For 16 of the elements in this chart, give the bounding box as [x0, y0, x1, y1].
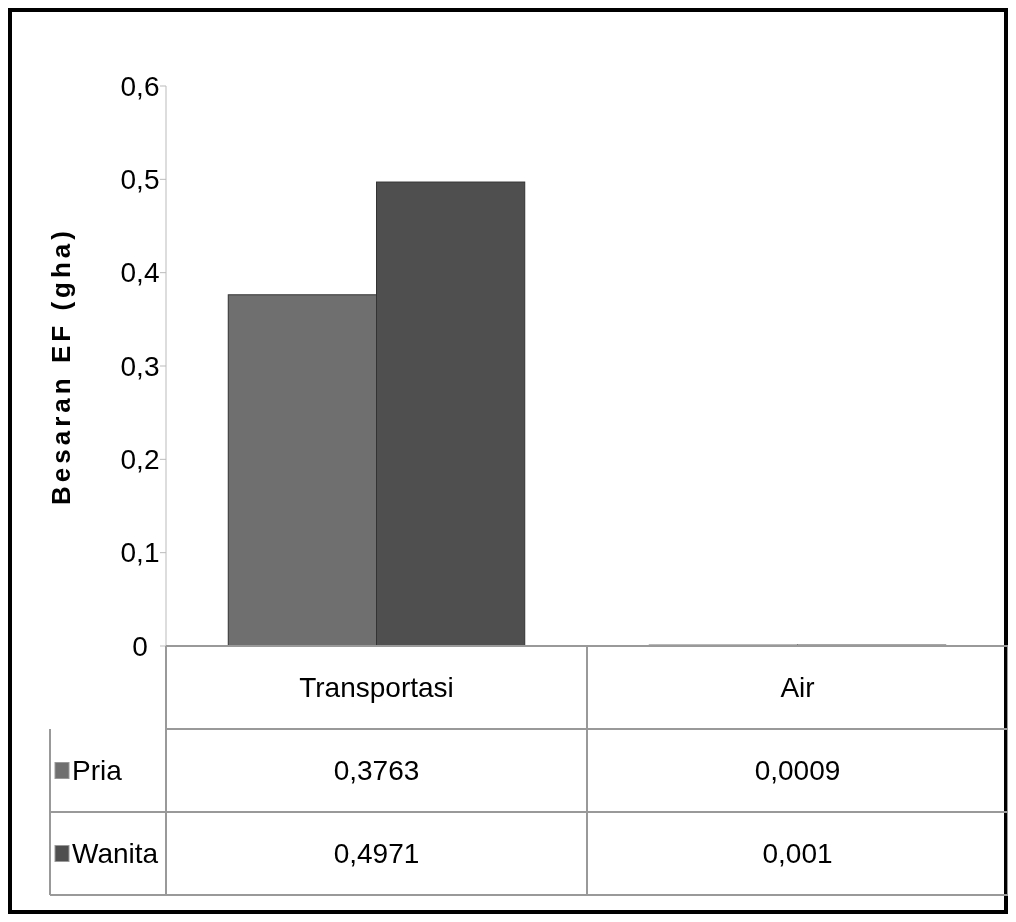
data-label: 0,0009	[754, 755, 841, 787]
y-tick-label: 0	[132, 630, 148, 662]
y-tick-label: 0,6	[120, 70, 160, 102]
y-tick-label: 0,2	[120, 444, 160, 476]
y-tick-label: 0,1	[120, 537, 160, 569]
data-label: 0,4971	[333, 838, 420, 870]
legend-label: Pria	[72, 755, 123, 787]
x-tick-label: Transportasi	[299, 672, 454, 704]
y-tick-label: 0,3	[120, 350, 160, 382]
y-tick-label: 0,5	[120, 164, 160, 196]
x-tick-label: Air	[780, 672, 815, 704]
data-label: 0,001	[762, 838, 833, 870]
y-axis-title: Besaran EF (gha)	[46, 227, 76, 505]
y-tick-label: 0,4	[120, 257, 160, 289]
legend-label: Wanita	[72, 838, 159, 870]
data-label: 0,3763	[333, 755, 420, 787]
